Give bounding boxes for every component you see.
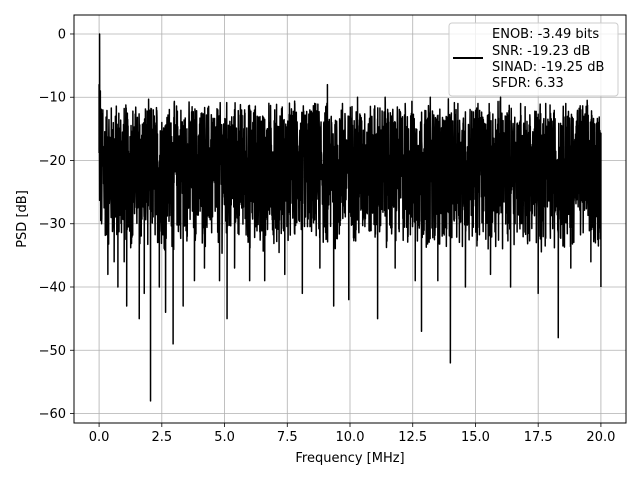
legend-enob: ENOB: -3.49 bits — [492, 27, 599, 42]
legend-sinad: SINAD: -19.25 dB — [492, 60, 604, 75]
legend-sfdr: SFDR: 6.33 — [492, 76, 564, 91]
y-tick-label: −30 — [39, 217, 66, 232]
y-tick-label: −10 — [39, 91, 66, 106]
plot-area — [98, 33, 602, 402]
y-tick-label: −60 — [39, 407, 66, 422]
x-axis-ticks: 0.0 2.5 5.0 7.5 10.0 12.5 15.0 17.5 20.0 — [89, 423, 615, 445]
y-tick-label: −50 — [39, 344, 66, 359]
y-tick-label: −40 — [39, 281, 66, 296]
x-tick-label: 15.0 — [461, 430, 490, 445]
x-tick-label: 20.0 — [586, 430, 615, 445]
legend-snr: SNR: -19.23 dB — [492, 44, 590, 59]
legend-box — [448, 22, 619, 97]
y-axis-label: PSD [dB] — [15, 190, 30, 248]
y-tick-label: 0 — [58, 27, 66, 42]
x-tick-label: 12.5 — [398, 430, 427, 445]
y-axis-ticks: 0 −10 −20 −30 −40 −50 −60 — [39, 27, 74, 422]
y-tick-label: −20 — [39, 154, 66, 169]
psd-series-line — [98, 33, 602, 402]
x-tick-label: 7.5 — [277, 430, 298, 445]
x-tick-label: 17.5 — [524, 430, 553, 445]
x-axis-label: Frequency [MHz] — [295, 451, 404, 466]
x-tick-label: 0.0 — [89, 430, 110, 445]
series-layer — [98, 33, 602, 402]
x-tick-label: 2.5 — [151, 430, 172, 445]
x-tick-label: 5.0 — [214, 430, 235, 445]
x-tick-label: 10.0 — [336, 430, 365, 445]
legend: ENOB: -3.49 bits SNR: -19.23 dB SINAD: -… — [448, 22, 619, 97]
